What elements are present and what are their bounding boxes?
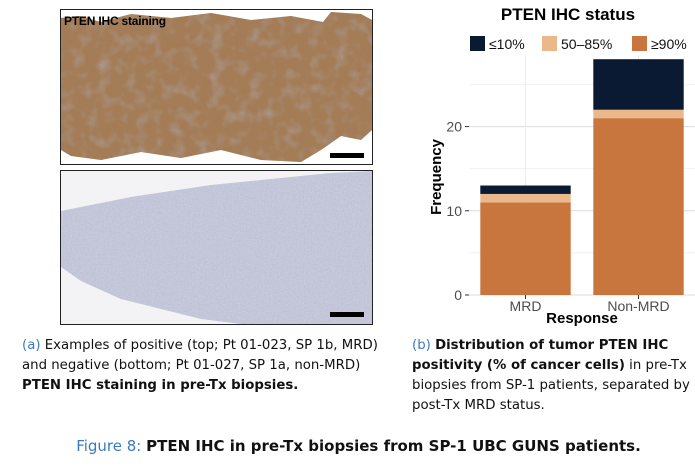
positive-tissue-image <box>61 12 372 162</box>
scale-bar <box>330 153 364 158</box>
figure-caption-text: PTEN IHC in pre-Tx biopsies from SP-1 UB… <box>146 437 641 455</box>
bar-segment <box>480 193 571 203</box>
legend-item: ≥90% <box>632 36 687 52</box>
bars <box>480 59 684 295</box>
negative-tissue-image <box>61 171 372 324</box>
plot-area: 0 10 20 MRD Non-MRD <box>446 55 695 314</box>
x-axis: MRD Non-MRD <box>510 295 670 314</box>
legend-item: 50–85% <box>542 36 612 52</box>
x-tick-label: MRD <box>510 298 542 314</box>
y-tick-label: 20 <box>446 119 462 135</box>
legend-swatch <box>542 36 557 51</box>
caption-tag: (b) <box>412 338 431 353</box>
legend-item: ≤10% <box>470 36 525 52</box>
bar-segment <box>593 109 684 119</box>
caption-text: Examples of positive (top; Pt 01-023, SP… <box>22 338 378 373</box>
y-tick-label: 0 <box>454 287 462 303</box>
chart-legend: ≤10% 50–85% ≥90% <box>470 36 687 52</box>
figure-number: Figure 8: <box>76 437 142 455</box>
x-axis-label: Response <box>546 310 618 327</box>
caption-bold-text: Distribution of tumor PTEN IHC positivit… <box>412 338 669 373</box>
caption-panel-a: (a) Examples of positive (top; Pt 01-023… <box>22 336 392 396</box>
caption-bold-text: PTEN IHC staining in pre-Tx biopsies. <box>22 378 299 393</box>
scale-bar <box>330 312 364 317</box>
bar-segment <box>480 202 571 295</box>
y-axis: 0 10 20 <box>446 119 469 303</box>
ihc-image-positive: PTEN IHC staining <box>60 9 373 165</box>
y-tick-label: 10 <box>446 203 462 219</box>
ihc-image-negative <box>60 170 373 325</box>
bar-segment <box>480 185 571 194</box>
caption-panel-b: (b) Distribution of tumor PTEN IHC posit… <box>412 336 695 416</box>
caption-text: in pre-Tx biopsies from SP-1 patients, s… <box>412 358 690 413</box>
legend-label: ≤10% <box>489 36 525 52</box>
legend-swatch <box>632 36 647 51</box>
ihc-image-label: PTEN IHC staining <box>64 14 166 28</box>
x-tick-label: Non-MRD <box>607 298 669 314</box>
legend-swatch <box>470 36 485 51</box>
legend-label: ≥90% <box>651 36 687 52</box>
legend-label: 50–85% <box>561 36 612 52</box>
y-axis-label: Frequency <box>428 138 445 215</box>
caption-tag: (a) <box>22 338 41 353</box>
bar-segment <box>593 118 684 295</box>
bar-segment <box>593 59 684 110</box>
chart-title: PTEN IHC status <box>501 5 635 24</box>
figure-caption: Figure 8: PTEN IHC in pre-Tx biopsies fr… <box>22 436 695 456</box>
pten-status-chart: PTEN IHC status ≤10% 50–85% ≥90% 0 10 20 MRD N… <box>428 5 695 327</box>
